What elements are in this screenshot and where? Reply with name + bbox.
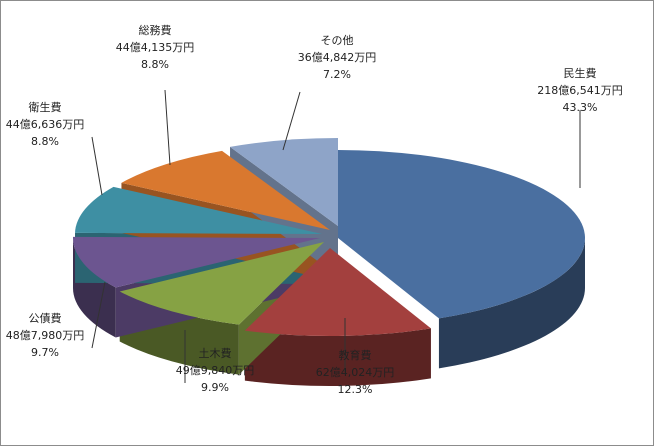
slice-name-label-5: 衛生費 xyxy=(29,100,62,114)
slice-percent-label-6: 8.8% xyxy=(141,58,169,71)
pie-slice-7 xyxy=(230,138,338,226)
slice-name-label-2: 教育費 xyxy=(339,348,372,362)
leader-line-5 xyxy=(91,136,103,196)
slice-percent-label-1: 43.3% xyxy=(563,101,598,114)
pie-slice-3 xyxy=(119,242,325,325)
slice-amount-label-4: 48億7,980万円 xyxy=(6,329,85,342)
pie-slice-4 xyxy=(73,236,320,288)
pie-side-4 xyxy=(73,238,116,338)
slice-name-label-3: 土木費 xyxy=(199,346,232,360)
pie-slice-5 xyxy=(75,186,322,234)
slice-name-label-7: その他 xyxy=(321,34,354,47)
slice-amount-label-1: 218億6,541万円 xyxy=(537,84,623,97)
slice-percent-label-4: 9.7% xyxy=(31,346,59,359)
slice-percent-label-7: 7.2% xyxy=(323,68,351,81)
slice-percent-label-2: 12.3% xyxy=(338,383,373,396)
slice-amount-label-5: 44億6,636万円 xyxy=(6,118,85,131)
slice-percent-label-5: 8.8% xyxy=(31,135,59,148)
slice-name-label-6: 総務費 xyxy=(139,23,172,37)
slice-amount-label-2: 62億4,024万円 xyxy=(316,366,395,379)
pie-slice-1 xyxy=(338,150,585,319)
pie-slice-2 xyxy=(244,248,431,336)
pie-side-2 xyxy=(244,328,431,386)
slice-name-label-4: 公債費 xyxy=(29,311,62,325)
leader-line-6 xyxy=(164,89,171,166)
slice-amount-label-3: 49億9,840万円 xyxy=(176,364,255,377)
pie-slice-6 xyxy=(121,150,330,230)
leader-line-4 xyxy=(91,281,106,349)
leader-line-7 xyxy=(282,91,301,151)
slice-amount-label-7: 36億4,842万円 xyxy=(298,51,377,64)
slice-amount-label-6: 44億4,135万円 xyxy=(116,41,195,54)
slice-percent-label-3: 9.9% xyxy=(201,381,229,394)
pie-side-1 xyxy=(438,238,585,369)
slice-name-label-1: 民生費 xyxy=(564,66,597,80)
